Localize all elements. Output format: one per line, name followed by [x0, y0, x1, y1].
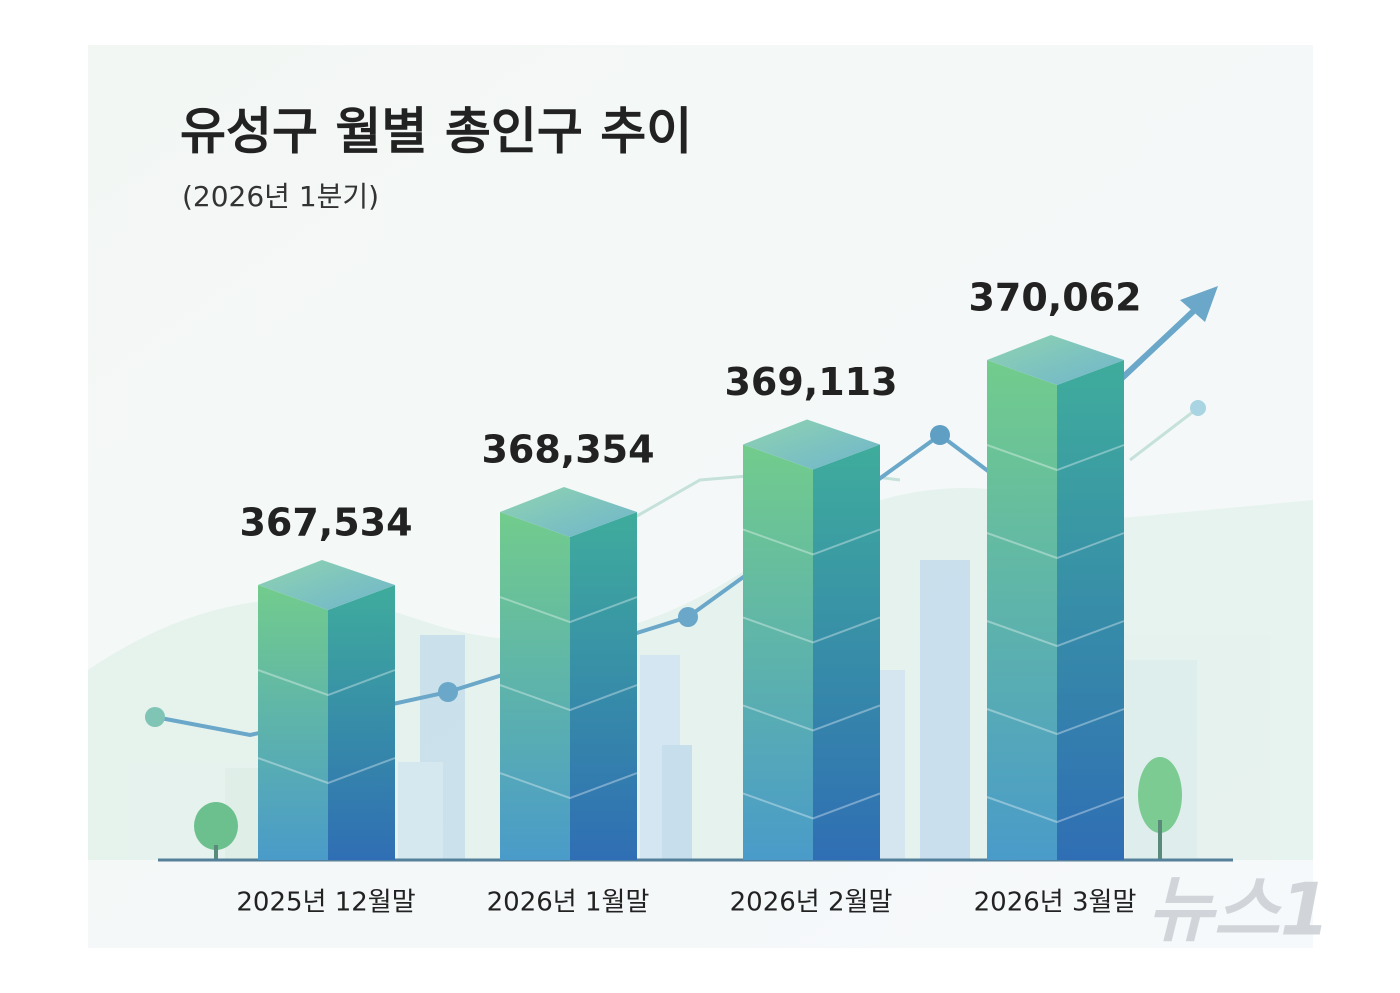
- x-tick-label: 2026년 1월말: [487, 888, 650, 918]
- bar-segment: [986, 796, 1125, 824]
- bar-segment: [986, 444, 1125, 472]
- x-tick-label: 2026년 2월말: [730, 888, 893, 918]
- bar-top: [500, 487, 637, 538]
- bar: [986, 335, 1125, 860]
- bar: [742, 419, 881, 860]
- bar-segment: [986, 620, 1125, 648]
- bar-segment: [742, 704, 881, 732]
- bar-segment: [986, 532, 1125, 560]
- bar-side: [1057, 360, 1124, 860]
- bar-side: [328, 585, 395, 860]
- bar-top: [987, 335, 1124, 385]
- bar-front: [500, 512, 570, 860]
- bar-segment: [257, 669, 396, 697]
- value-label: 368,354: [481, 428, 654, 472]
- x-tick-label: 2026년 3월말: [974, 888, 1137, 918]
- value-label: 367,534: [239, 501, 412, 545]
- value-label: 370,062: [968, 276, 1141, 320]
- bar-side: [813, 444, 880, 860]
- bar: [257, 560, 396, 860]
- watermark: 뉴스1: [1147, 868, 1330, 952]
- bar-segment: [742, 528, 881, 556]
- chart-subtitle: (2026년 1분기): [182, 180, 379, 213]
- bar-top: [258, 560, 395, 610]
- bar-segment: [499, 772, 638, 800]
- bar-segment: [742, 616, 881, 644]
- bar-segment: [499, 596, 638, 624]
- bar-segment: [742, 792, 881, 820]
- bar-front: [987, 360, 1057, 860]
- chart-title: 유성구 월별 총인구 추이: [180, 103, 692, 161]
- bar-segment: [499, 684, 638, 712]
- bar-side: [570, 512, 637, 860]
- bar-segment: [257, 757, 396, 785]
- bar-top: [743, 419, 880, 470]
- value-label: 369,113: [724, 360, 897, 404]
- bar-segment: [986, 708, 1125, 736]
- x-tick-label: 2025년 12월말: [236, 888, 415, 918]
- bar-front: [258, 585, 328, 860]
- bar: [499, 487, 638, 860]
- bar-front: [743, 444, 813, 860]
